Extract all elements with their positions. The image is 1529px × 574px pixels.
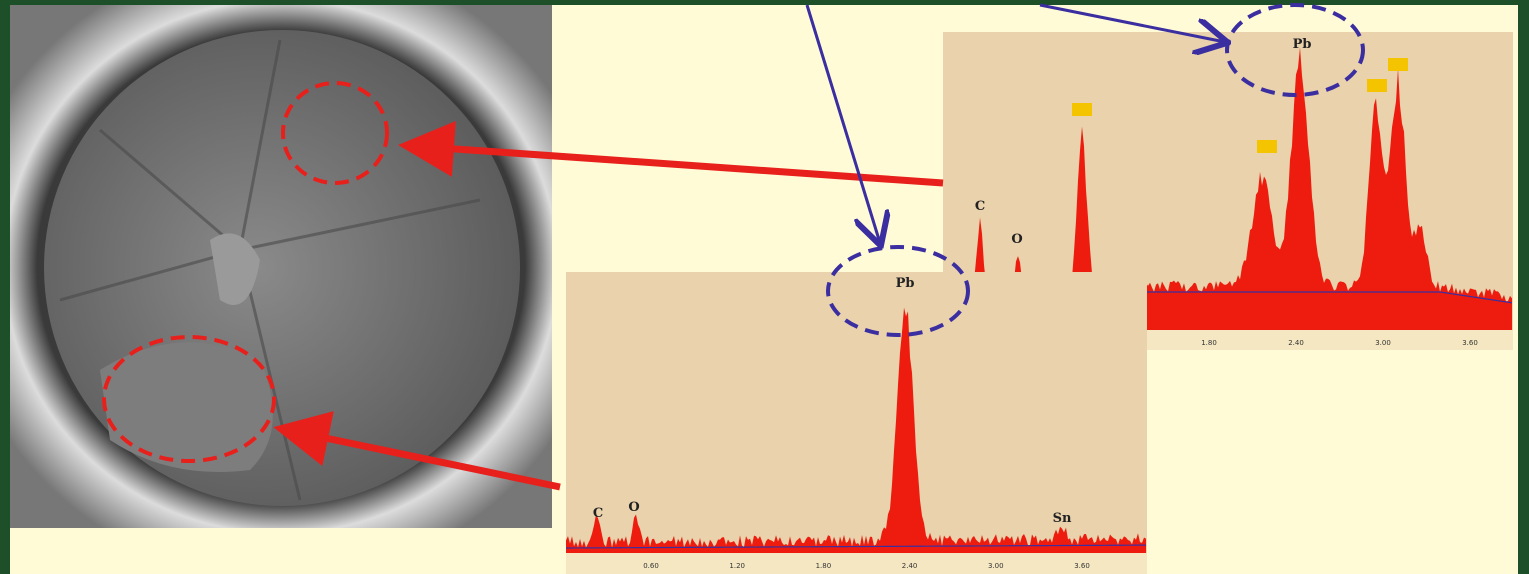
peak-label: Sn <box>1053 511 1072 526</box>
peak-label: C <box>593 506 603 521</box>
peak-label: C <box>975 199 985 214</box>
spectrum-bottom: C O Pb Sn 0.60 1.20 1.80 2.40 3.00 3.60 <box>566 272 1147 574</box>
x-tick-label: 3.00 <box>988 562 1004 570</box>
peak-label: O <box>628 500 639 515</box>
x-tick-label: 0.60 <box>643 562 659 570</box>
x-tick-label: 2.40 <box>902 562 918 570</box>
label-marker <box>1257 140 1277 153</box>
x-tick-label: 1.20 <box>729 562 745 570</box>
peak-label: Pb <box>1293 37 1312 52</box>
peak-label: O <box>1011 232 1022 247</box>
x-tick-label: 1.80 <box>816 562 832 570</box>
x-tick-label: 2.40 <box>1288 339 1304 347</box>
sem-image <box>10 5 552 528</box>
x-tick-label: 3.60 <box>1462 339 1478 347</box>
slide: C O Pb 0.60 1.20 1.80 2.40 3.00 3.60 C O Pb Sn 0.60 1… <box>0 0 1529 574</box>
label-marker <box>1367 79 1387 92</box>
x-tick-label: 3.60 <box>1074 562 1090 570</box>
x-tick-label: 3.00 <box>1375 339 1391 347</box>
label-marker <box>1388 58 1408 71</box>
peak-label: Pb <box>896 276 915 291</box>
x-tick-label: 1.80 <box>1201 339 1217 347</box>
label-marker <box>1072 103 1092 116</box>
